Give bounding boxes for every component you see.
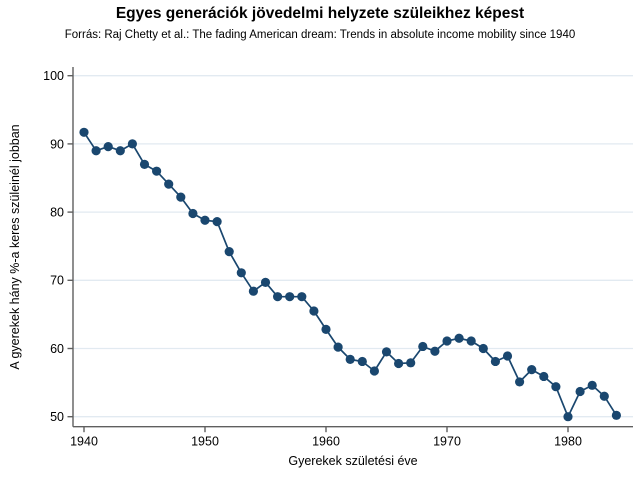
- x-axis-title: Gyerekek születési éve: [288, 454, 418, 468]
- data-point-1969: [430, 346, 440, 356]
- series-line: [83, 131, 618, 418]
- data-point-1977: [527, 365, 537, 375]
- data-point-1954: [248, 286, 258, 296]
- x-tick-label-1950: 1950: [191, 435, 219, 449]
- data-point-1950: [200, 215, 210, 225]
- data-point-1944: [127, 139, 137, 149]
- data-point-1963: [357, 356, 367, 367]
- data-point-1964: [369, 366, 379, 376]
- data-point-1941: [91, 146, 101, 156]
- y-tick-label-60: 60: [50, 342, 64, 356]
- data-point-1967: [406, 358, 416, 368]
- x-tick-label-1940: 1940: [70, 435, 98, 449]
- data-point-1955: [260, 277, 271, 287]
- data-point-1949: [188, 208, 198, 219]
- data-point-1981: [575, 386, 585, 397]
- y-tick-label-50: 50: [50, 410, 64, 424]
- data-point-1971: [454, 333, 464, 343]
- x-tick-label-1970: 1970: [433, 435, 461, 449]
- data-point-1970: [442, 336, 452, 346]
- chart-title: Egyes generációk jövedelmi helyzete szül…: [115, 5, 525, 22]
- data-point-1968: [418, 341, 428, 352]
- data-point-1973: [478, 343, 488, 354]
- data-point-1940: [79, 127, 89, 137]
- data-point-1945: [139, 159, 150, 169]
- x-tick-label-1960: 1960: [312, 435, 340, 449]
- x-tick-label-1980: 1980: [554, 435, 582, 449]
- y-tick-label-100: 100: [43, 69, 64, 83]
- data-point-1952: [224, 247, 234, 257]
- data-point-1980: [563, 412, 573, 422]
- data-point-1943: [115, 146, 125, 156]
- data-point-1951: [212, 217, 222, 227]
- data-point-1979: [551, 382, 561, 392]
- data-point-1953: [236, 268, 246, 278]
- data-point-1975: [502, 351, 513, 361]
- data-point-1965: [381, 347, 392, 357]
- chart-source-line: Forrás: Raj Chetty et al.: The fading Am…: [64, 29, 576, 41]
- y-tick-label-80: 80: [50, 206, 64, 220]
- data-point-1978: [539, 371, 549, 382]
- data-point-1962: [345, 354, 355, 365]
- data-point-1947: [164, 179, 174, 189]
- data-point-1974: [490, 356, 500, 367]
- data-point-1948: [176, 192, 186, 202]
- y-tick-label-70: 70: [50, 274, 64, 288]
- data-point-1982: [587, 380, 597, 390]
- y-tick-label-90: 90: [50, 137, 64, 151]
- data-point-1958: [297, 292, 307, 302]
- data-point-1946: [152, 166, 162, 176]
- data-point-1961: [333, 342, 343, 352]
- data-point-1959: [309, 306, 319, 316]
- data-point-1960: [321, 324, 331, 335]
- data-point-1972: [466, 336, 476, 346]
- data-point-1942: [103, 142, 113, 152]
- data-point-1983: [599, 391, 609, 401]
- data-point-1984: [611, 410, 622, 420]
- data-point-1956: [273, 292, 283, 302]
- data-point-1976: [515, 377, 525, 387]
- data-point-1966: [394, 358, 404, 369]
- data-point-1957: [285, 292, 295, 302]
